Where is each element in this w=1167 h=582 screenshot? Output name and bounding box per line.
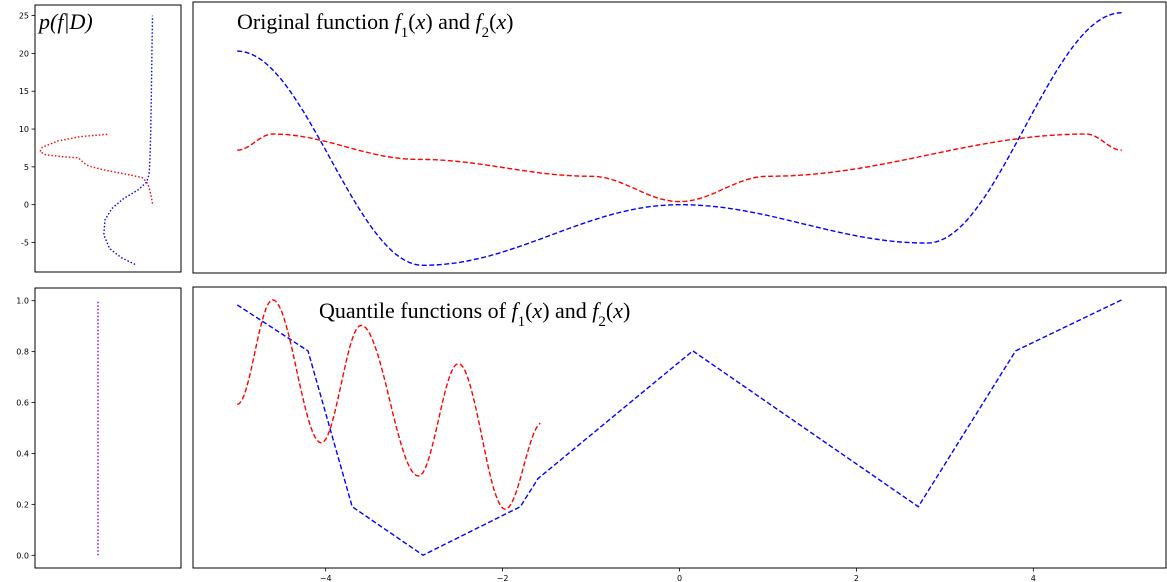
- y-tick-label: 0: [24, 201, 29, 210]
- y-tick-label: 0.0: [16, 551, 29, 560]
- axes-frame: [34, 4, 182, 273]
- x-tick-label: 4: [1031, 574, 1036, 582]
- y-tick-label: 0.8: [16, 348, 29, 357]
- axes-frame: [192, 286, 1167, 569]
- x-tick-label: −2: [497, 574, 509, 582]
- panel-title: p(f|D): [37, 9, 93, 34]
- red-series-line: [237, 133, 1122, 203]
- x-tick-label: −4: [320, 574, 332, 582]
- x-tick-label: 2: [854, 574, 859, 582]
- functions-top-panel: Original function f1(x) and f2(x): [192, 1, 1167, 274]
- red-series-line: [236, 299, 541, 510]
- red-series-line: [39, 133, 154, 205]
- y-tick-label: 10: [19, 125, 29, 134]
- panel-title: Original function f1(x) and f2(x): [237, 9, 514, 41]
- density-top-panel: -5 0 5 10 15 20 25 p(f|D): [19, 4, 182, 273]
- y-tick-label: 0.6: [16, 399, 29, 408]
- y-tick-label: 25: [19, 12, 29, 21]
- y-tick-label: 0.2: [16, 500, 29, 509]
- blue-series-line: [237, 12, 1122, 266]
- y-tick-label: 0.4: [16, 449, 29, 458]
- y-tick-label: 20: [19, 49, 29, 58]
- blue-series-line: [103, 15, 154, 266]
- quantiles-bottom-panel: −4 −2 0 2 4 Quantile functions of f1(x) and f…: [192, 286, 1167, 582]
- x-tick-label: 0: [677, 574, 682, 582]
- density-bottom-panel: 0.0 0.2 0.4 0.6 0.8 1.0: [16, 287, 182, 569]
- blue-series-line: [236, 299, 1123, 557]
- y-tick-label: -5: [21, 239, 29, 248]
- panel-title: Quantile functions of f1(x) and f2(x): [319, 298, 630, 330]
- y-tick-label: 15: [19, 87, 29, 96]
- y-tick-label: 5: [24, 163, 29, 172]
- y-tick-label: 1.0: [16, 297, 29, 306]
- axes-frame: [192, 1, 1167, 274]
- axes-frame: [34, 287, 182, 569]
